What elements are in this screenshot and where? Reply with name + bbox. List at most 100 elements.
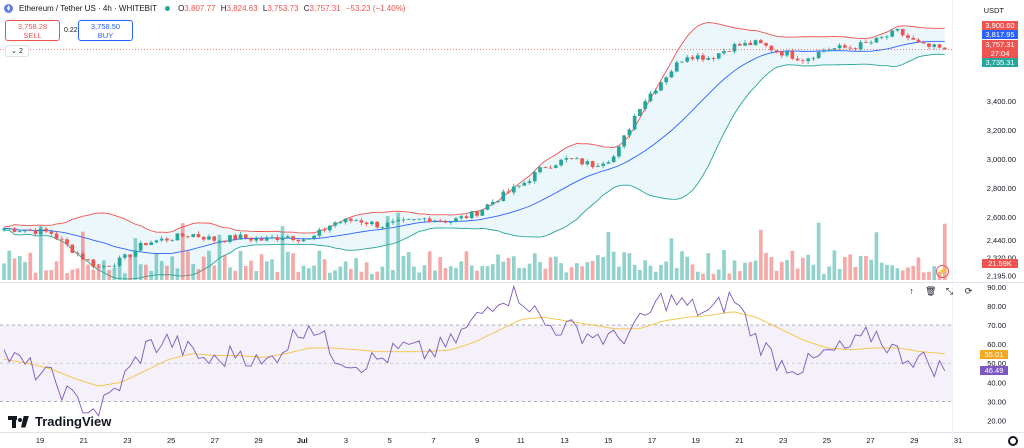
time-tick-label: 13 xyxy=(560,436,568,445)
volume-bar xyxy=(843,257,847,280)
volume-bar xyxy=(102,260,106,280)
volume-bar xyxy=(180,223,185,280)
volume-bar xyxy=(280,226,285,280)
gear-icon[interactable] xyxy=(1008,436,1018,446)
candle-body xyxy=(643,101,648,110)
up-arrow-icon[interactable]: ↑ xyxy=(909,286,914,296)
candle-body xyxy=(86,259,90,260)
candle-body xyxy=(927,43,931,47)
rsi-value-tag: 46.49 xyxy=(980,365,1008,375)
candle-body xyxy=(165,238,169,241)
volume-bar xyxy=(874,232,879,280)
volume-bar xyxy=(496,254,500,280)
volume-bar xyxy=(112,267,117,280)
volume-bar xyxy=(706,253,711,280)
volume-bar xyxy=(448,266,453,280)
candle-body xyxy=(853,48,858,50)
volume-bar xyxy=(617,266,621,280)
volume-bar xyxy=(606,232,611,280)
candle-body xyxy=(285,236,290,239)
volume-bar xyxy=(722,250,726,280)
volume-bar xyxy=(527,263,532,280)
candle-body xyxy=(580,158,584,165)
volume-bar xyxy=(7,250,12,280)
candle-body xyxy=(758,40,763,44)
time-tick-label: 21 xyxy=(735,436,743,445)
candle-body xyxy=(532,172,537,182)
volume-bar xyxy=(243,265,248,280)
candle-body xyxy=(942,47,947,50)
volume-bar xyxy=(201,256,206,280)
bollinger-fill xyxy=(4,22,945,280)
time-tick-label: 27 xyxy=(866,436,874,445)
candle-body xyxy=(70,244,75,253)
symbol-title[interactable]: Ethereum / Tether US · 4h · WHITEBIT xyxy=(19,4,158,13)
buy-button[interactable]: 3,758.50 BUY xyxy=(78,20,133,41)
tradingview-logo[interactable]: TradingView xyxy=(8,414,111,429)
volume-bar xyxy=(790,250,795,280)
candle-body xyxy=(816,51,821,59)
candle-body xyxy=(306,238,311,240)
sell-button[interactable]: 3,758.28 SELL xyxy=(5,20,60,41)
currency-selector[interactable]: USDT xyxy=(983,6,1004,15)
volume-bar xyxy=(701,273,705,280)
candle-body xyxy=(690,57,695,60)
candle-body xyxy=(843,45,847,48)
candle-body xyxy=(212,236,217,241)
volume-bar xyxy=(296,271,301,280)
volume-bar xyxy=(569,267,574,280)
candle-body xyxy=(716,53,721,59)
volume-bar xyxy=(753,260,758,280)
candle-body xyxy=(243,234,248,239)
volume-bar xyxy=(370,273,374,280)
volume-bar xyxy=(548,257,553,280)
volume-bar xyxy=(716,269,721,280)
buy-price: 3,758.50 xyxy=(90,22,121,31)
volume-bar xyxy=(543,268,548,280)
candle-body xyxy=(659,82,663,91)
candle-body xyxy=(764,43,768,46)
candle-body xyxy=(123,254,127,258)
trash-icon[interactable]: 🗑 xyxy=(925,286,937,296)
time-tick-label: 31 xyxy=(954,436,962,445)
candle-body xyxy=(107,265,111,267)
rsi-tick-label: 30.00 xyxy=(987,397,1006,406)
volume-bar xyxy=(680,251,684,280)
rsi-value-tag: 55.01 xyxy=(980,349,1008,359)
candle-body xyxy=(375,221,379,228)
candle-body xyxy=(312,235,316,239)
volume-bar xyxy=(932,266,937,280)
open-value: 3,807.77 xyxy=(184,4,216,13)
volume-bar xyxy=(117,261,122,280)
candle-body xyxy=(864,42,868,43)
candle-body xyxy=(259,238,264,241)
candle-body xyxy=(680,61,684,63)
volume-bar xyxy=(879,262,884,280)
candle-body xyxy=(538,167,542,173)
volume-bar xyxy=(380,266,385,280)
candle-body xyxy=(443,220,448,223)
volume-bar xyxy=(354,258,358,280)
volume-bar xyxy=(864,256,868,280)
indicators-toggle-button[interactable]: ⌄ 2 xyxy=(5,45,29,57)
volume-bar xyxy=(175,268,180,280)
volume-bar xyxy=(806,254,810,280)
volume-bar xyxy=(459,261,464,280)
volume-bar xyxy=(596,255,600,280)
volume-bar xyxy=(822,273,826,280)
time-tick-label: 9 xyxy=(475,436,479,445)
candle-body xyxy=(669,71,674,78)
candle-body xyxy=(17,231,22,233)
volume-bar xyxy=(191,264,196,280)
alert-icon[interactable]: ⚡ xyxy=(936,265,949,278)
rsi-line xyxy=(3,284,946,417)
volume-bar xyxy=(774,270,779,280)
volume-bar xyxy=(490,264,495,280)
candle-body xyxy=(338,222,343,224)
collapse-icon[interactable]: ⤡ xyxy=(945,286,954,296)
candle-body xyxy=(569,158,574,159)
maximize-icon[interactable]: ⟳ xyxy=(964,286,973,296)
price-tick-label: 3,400.00 xyxy=(987,97,1016,106)
volume-bar xyxy=(401,255,406,280)
